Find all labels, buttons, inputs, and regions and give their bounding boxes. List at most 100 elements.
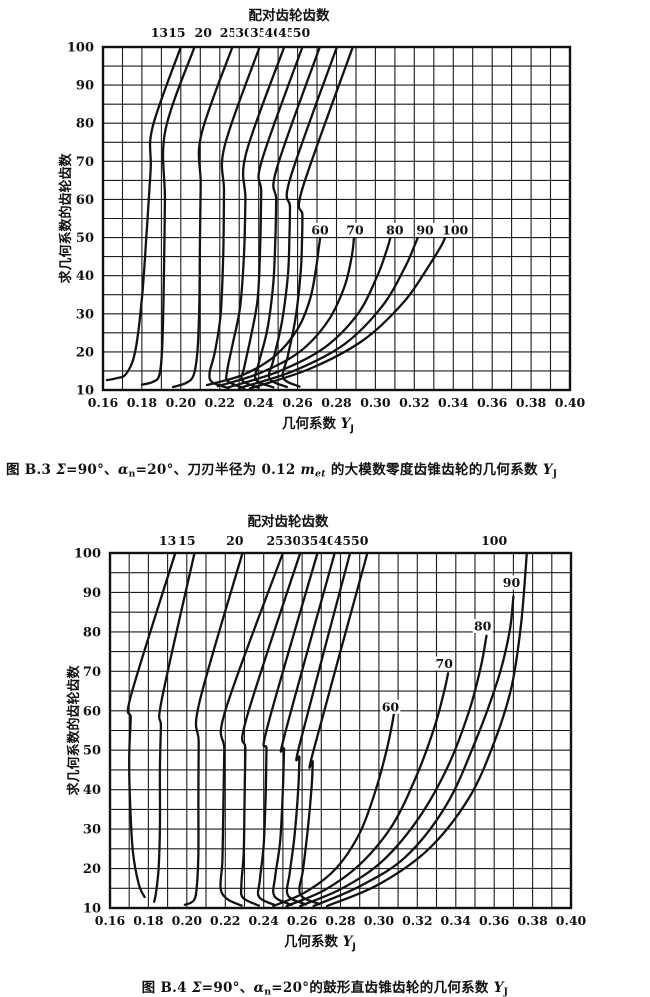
curve-z100 [325, 552, 528, 908]
x-tick-label: 0.24 [248, 913, 279, 928]
x-tick-label: 0.16 [88, 395, 119, 410]
x-tick-label: 0.40 [556, 913, 587, 928]
y-tick-label: 20 [76, 345, 94, 360]
curve-label-40: 40 [318, 533, 336, 548]
y-tick-label: 30 [76, 307, 94, 322]
curve-z20 [183, 552, 244, 907]
y-tick-label: 60 [83, 705, 101, 720]
curve-z60 [205, 236, 322, 387]
x-tick-label: 0.22 [210, 913, 240, 928]
curve-z80 [299, 634, 488, 908]
curve-label-50: 50 [351, 533, 369, 548]
curve-z45 [267, 45, 339, 389]
y-tick-label: 70 [76, 155, 94, 170]
figure-b4-caption: 图 B.4 Σ=90°、αn=20°的鼓形直齿锥齿轮的几何系数 YJ [141, 980, 509, 997]
curve-z80 [227, 236, 392, 389]
figure-b4: 13 15 20 25 30 35 40 45 50 60 70 80 90 100 100 90 80 70 60… [0, 500, 650, 997]
x-tick-label: 0.40 [555, 395, 586, 410]
y-tick-label: 40 [76, 269, 94, 284]
curve-z45 [285, 552, 352, 906]
curve-label-25: 25 [220, 25, 237, 40]
y-tick-label: 30 [83, 823, 101, 838]
x-tick-label: 0.20 [166, 395, 197, 410]
x-tick-label: 0.34 [441, 913, 472, 928]
x-axis-title: 几何系数 YJ [282, 415, 354, 435]
y-tick-label: 50 [83, 744, 101, 759]
y-tick-label: 60 [76, 193, 94, 208]
x-tick-label: 0.30 [364, 913, 395, 928]
x-tick-label: 0.28 [321, 395, 352, 410]
y-tick-label: 40 [83, 783, 101, 798]
x-tick-label: 0.32 [402, 913, 432, 928]
x-tick-label: 0.18 [127, 395, 158, 410]
curve-label-100: 100 [442, 222, 468, 237]
y-tick-label: 90 [76, 79, 94, 94]
curve-label-15: 15 [168, 25, 185, 40]
curve-label-35: 35 [250, 25, 267, 40]
y-axis-title: 求几何系数的齿轮齿数 [58, 153, 74, 284]
curve-label-70: 70 [346, 222, 364, 237]
curve-z30 [239, 552, 302, 908]
curve-z90 [312, 595, 515, 908]
x-tick-label: 0.30 [360, 395, 391, 410]
y-tick-label: 20 [83, 862, 101, 877]
curve-z40 [272, 552, 336, 907]
figure-b3-caption: 图 B.3 Σ=90°、αn=20°、刀刃半径为 0.12 met 的大模数零度… [6, 462, 558, 480]
y-axis-title: 求几何系数的齿轮齿数 [66, 665, 82, 796]
y-tick-label: 70 [83, 665, 101, 680]
x-tick-label: 0.26 [287, 913, 318, 928]
curve-label-13: 13 [159, 533, 176, 548]
x-axis-title: 几何系数 YJ [284, 933, 356, 953]
curve-label-70: 70 [436, 656, 454, 671]
curve-z70 [285, 672, 450, 908]
x-tick-label: 0.18 [133, 913, 164, 928]
mating-teeth-axis-title: 配对齿轮齿数 [248, 513, 329, 530]
y-tick-label: 80 [76, 117, 94, 132]
curve-label-100: 100 [481, 533, 507, 548]
curve-z13 [105, 45, 182, 382]
curve-z100 [248, 236, 447, 390]
x-tick-label: 0.36 [479, 913, 510, 928]
curve-label-80: 80 [386, 222, 404, 237]
x-tick-label: 0.22 [205, 395, 235, 410]
curve-label-45: 45 [334, 533, 351, 548]
curve-label-35: 35 [301, 533, 318, 548]
curve-label-30: 30 [235, 25, 253, 40]
curve-z15 [153, 552, 196, 904]
curve-label-13: 13 [151, 25, 168, 40]
curve-label-45: 45 [278, 25, 295, 40]
curve-z70 [216, 236, 356, 388]
curve-label-25: 25 [266, 533, 283, 548]
curve-z90 [238, 236, 419, 390]
curve-z35 [256, 552, 319, 907]
y-tick-label: 10 [83, 902, 101, 917]
x-tick-label: 0.16 [95, 913, 126, 928]
x-tick-label: 0.24 [243, 395, 274, 410]
figure-b3: 13 15 20 25 30 35 40 45 50 60 70 80 90 100 100 90 80 70 60… [0, 0, 650, 479]
curve-z30 [225, 45, 286, 390]
curve-z50 [298, 552, 369, 906]
curve-z15 [140, 45, 196, 386]
x-tick-label: 0.20 [172, 913, 203, 928]
y-tick-label: 50 [76, 231, 94, 246]
y-tick-label: 90 [83, 586, 101, 601]
x-tick-label: 0.38 [516, 395, 547, 410]
x-tick-label: 0.38 [517, 913, 548, 928]
curve-label-20: 20 [195, 25, 213, 40]
x-tick-label: 0.34 [438, 395, 469, 410]
curve-z50 [281, 45, 354, 388]
y-tick-label: 80 [83, 626, 101, 641]
curve-z13 [126, 552, 177, 899]
curve-label-15: 15 [178, 533, 195, 548]
y-tick-label: 100 [74, 547, 101, 562]
curve-label-20: 20 [226, 533, 244, 548]
x-tick-label: 0.26 [282, 395, 313, 410]
curve-label-60: 60 [311, 222, 329, 237]
curve-label-90: 90 [416, 222, 434, 237]
curve-label-80: 80 [474, 619, 492, 634]
curve-label-30: 30 [284, 533, 302, 548]
y-tick-label: 10 [76, 384, 94, 399]
